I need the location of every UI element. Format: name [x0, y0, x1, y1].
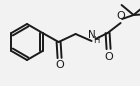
- Text: O: O: [117, 10, 125, 20]
- Text: H: H: [93, 36, 99, 45]
- Text: O: O: [104, 52, 113, 61]
- Text: N: N: [88, 30, 95, 40]
- Text: O: O: [55, 60, 64, 71]
